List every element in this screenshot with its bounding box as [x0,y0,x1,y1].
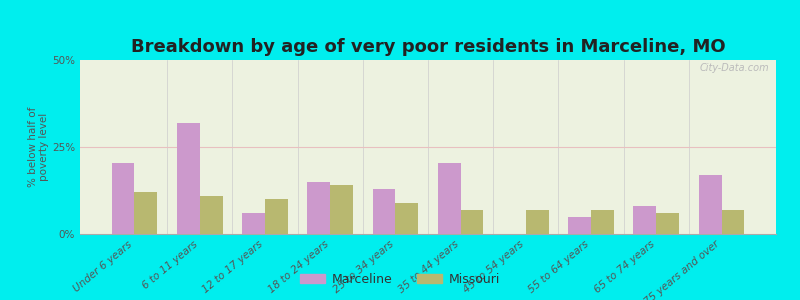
Bar [330,185,353,234]
Y-axis label: % below half of
poverty level: % below half of poverty level [28,107,50,187]
Bar [591,210,614,234]
Bar [568,217,591,234]
Bar [200,196,222,234]
Bar [373,189,395,234]
Bar [722,210,744,234]
Bar [112,163,134,234]
Bar [438,163,461,234]
Bar [526,210,549,234]
Text: City-Data.com: City-Data.com [699,64,769,74]
Bar [242,213,265,234]
Bar [634,206,656,234]
Bar [698,175,722,234]
Bar [265,199,288,234]
Bar [395,203,418,234]
Legend: Marceline, Missouri: Marceline, Missouri [295,268,505,291]
Bar [461,210,483,234]
Bar [177,123,200,234]
Bar [307,182,330,234]
Bar [656,213,679,234]
Bar [134,192,158,234]
Title: Breakdown by age of very poor residents in Marceline, MO: Breakdown by age of very poor residents … [130,38,726,56]
